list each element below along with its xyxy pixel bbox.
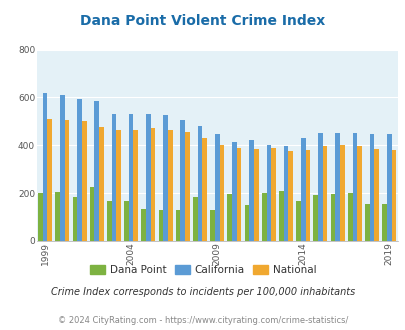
Bar <box>163 115 168 241</box>
Bar <box>347 193 352 241</box>
Bar <box>133 130 138 241</box>
Bar <box>43 92 47 241</box>
Bar <box>322 147 326 241</box>
Bar <box>266 145 271 241</box>
Bar <box>339 145 344 241</box>
Bar <box>72 197 77 241</box>
Bar <box>150 128 155 241</box>
Bar <box>227 194 232 241</box>
Text: Crime Index corresponds to incidents per 100,000 inhabitants: Crime Index corresponds to incidents per… <box>51 287 354 297</box>
Bar <box>214 134 219 241</box>
Bar <box>111 114 116 241</box>
Bar <box>202 138 207 241</box>
Bar <box>318 133 322 241</box>
Bar <box>168 130 172 241</box>
Bar <box>90 187 94 241</box>
Bar <box>391 150 395 241</box>
Bar <box>197 126 202 241</box>
Bar <box>352 133 356 241</box>
Bar <box>253 149 258 241</box>
Legend: Dana Point, California, National: Dana Point, California, National <box>85 261 320 279</box>
Bar <box>210 210 214 241</box>
Bar <box>38 193 43 241</box>
Bar <box>369 134 373 241</box>
Bar <box>232 142 236 241</box>
Bar <box>364 204 369 241</box>
Bar <box>180 120 185 241</box>
Bar <box>386 134 391 241</box>
Bar <box>261 193 266 241</box>
Bar <box>219 145 224 241</box>
Bar <box>77 99 82 241</box>
Bar <box>192 197 197 241</box>
Bar <box>373 149 378 241</box>
Bar <box>356 147 361 241</box>
Bar <box>300 138 305 241</box>
Bar <box>236 148 241 241</box>
Bar <box>271 148 275 241</box>
Bar <box>55 192 60 241</box>
Bar <box>330 194 335 241</box>
Bar <box>64 120 69 241</box>
Bar <box>60 95 64 241</box>
Bar <box>175 210 180 241</box>
Bar <box>94 101 99 241</box>
Bar <box>244 205 249 241</box>
Bar <box>82 121 86 241</box>
Bar <box>185 132 189 241</box>
Bar <box>382 204 386 241</box>
Text: © 2024 CityRating.com - https://www.cityrating.com/crime-statistics/: © 2024 CityRating.com - https://www.city… <box>58 315 347 325</box>
Bar <box>116 130 121 241</box>
Bar <box>249 141 253 241</box>
Bar <box>278 191 283 241</box>
Text: Dana Point Violent Crime Index: Dana Point Violent Crime Index <box>80 15 325 28</box>
Bar <box>141 209 146 241</box>
Bar <box>158 210 163 241</box>
Bar <box>124 201 128 241</box>
Bar <box>47 119 52 241</box>
Bar <box>305 150 309 241</box>
Bar <box>313 195 318 241</box>
Bar <box>99 127 103 241</box>
Bar <box>128 114 133 241</box>
Bar <box>296 201 300 241</box>
Bar <box>288 151 292 241</box>
Bar <box>283 147 288 241</box>
Bar <box>107 201 111 241</box>
Bar <box>146 114 150 241</box>
Bar <box>335 133 339 241</box>
